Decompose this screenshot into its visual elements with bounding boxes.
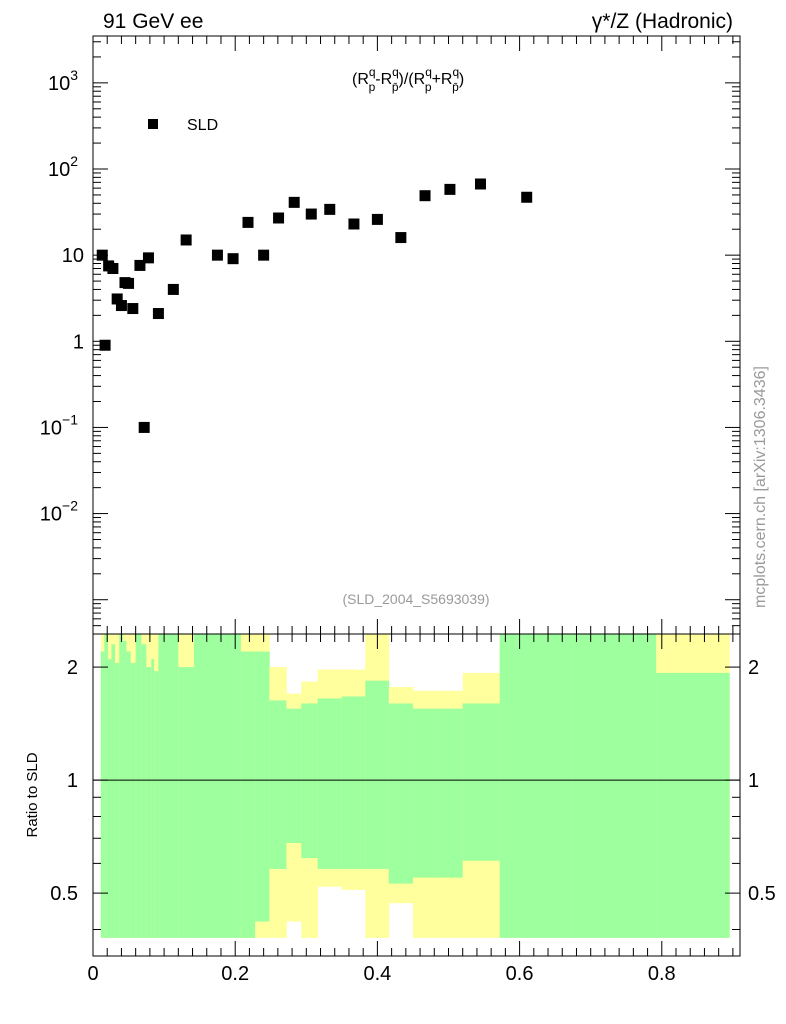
data-point — [273, 212, 285, 224]
data-point — [419, 190, 431, 202]
ratio-band-green-17 — [233, 634, 242, 938]
main-y-tick-label: 10−1 — [40, 411, 78, 439]
ratio-band-green-31 — [572, 634, 657, 938]
x-tick-label: 0.4 — [363, 963, 391, 985]
data-point — [127, 303, 139, 315]
ratio-band-green-19 — [255, 651, 270, 922]
x-axis: 0 0.2 0.4 0.6 0.8 — [87, 36, 734, 985]
x-tick-label: 0 — [87, 963, 98, 985]
data-point — [123, 277, 135, 289]
ratio-y-tick-label-right: 0.5 — [748, 883, 776, 905]
data-point — [474, 178, 486, 190]
data-point — [107, 262, 119, 274]
ratio-band-green-29 — [462, 703, 501, 861]
ratio-band-green-6 — [122, 640, 127, 938]
x-tick-label: 0.2 — [221, 963, 249, 985]
ratio-band-green-21 — [286, 708, 302, 843]
data-point — [395, 232, 407, 244]
ratio-y-label: Ratio to SLD — [24, 752, 41, 837]
ratio-band-green-15 — [178, 667, 195, 938]
analysis-id: (SLD_2004_S5693039) — [342, 591, 489, 607]
ratio-band-green-14 — [158, 634, 179, 938]
ratio-band-green-5 — [119, 634, 124, 938]
ratio-band-green-1 — [104, 634, 109, 938]
main-y-tick-label: 10−2 — [40, 498, 78, 526]
data-point — [99, 339, 111, 351]
data-point — [96, 249, 108, 261]
ratio-band-green-28 — [437, 708, 464, 878]
ratio-y-tick-label-left: 0.5 — [50, 883, 78, 905]
ratio-band-green-27 — [412, 708, 438, 878]
main-y-tick-label: 10 — [62, 245, 84, 267]
ratio-plot-frame — [92, 633, 741, 957]
ratio-band-green-25 — [365, 680, 390, 869]
x-tick-label: 0.6 — [506, 963, 534, 985]
ratio-bands — [100, 634, 730, 938]
data-point — [211, 249, 223, 261]
data-point — [227, 253, 239, 265]
ratio-band-green-18 — [240, 651, 256, 938]
ratio-band-green-23 — [317, 698, 343, 869]
ratio-band-green-10 — [141, 644, 147, 938]
ratio-band-green-30 — [499, 634, 574, 938]
ratio-y-tick-label-right: 2 — [748, 657, 759, 679]
data-point — [167, 283, 179, 295]
main-y-tick-label: 102 — [48, 153, 78, 181]
ratio-band-green-12 — [151, 659, 155, 938]
main-y-tick-label: 1 — [73, 331, 84, 353]
ratio-band-green-11 — [146, 667, 152, 938]
data-point — [152, 308, 164, 320]
ratio-y-tick-label-left: 1 — [67, 770, 78, 792]
data-points — [96, 178, 533, 433]
x-tick-label: 0.8 — [648, 963, 676, 985]
data-point — [324, 203, 336, 215]
data-point — [142, 252, 154, 264]
ratio-band-green-13 — [154, 671, 159, 938]
data-point — [242, 216, 254, 228]
data-point — [180, 234, 192, 246]
header-right: γ*/Z (Hadronic) — [592, 10, 733, 33]
legend-marker — [148, 119, 158, 129]
ratio-band-green-4 — [115, 663, 120, 938]
data-point — [134, 259, 146, 271]
data-point — [111, 293, 123, 305]
ratio-band-green-3 — [111, 644, 116, 938]
ratio-band-green-20 — [269, 700, 287, 869]
legend-label: SLD — [187, 117, 218, 134]
data-point — [115, 300, 127, 312]
header-left: 91 GeV ee — [103, 10, 203, 33]
side-label: mcplots.cern.ch [arXiv:1306.3436] — [752, 366, 769, 608]
data-point — [305, 208, 317, 220]
ratio-band-green-26 — [388, 703, 414, 884]
ratio-y-tick-label-right: 1 — [748, 770, 759, 792]
ratio-band-green-7 — [126, 651, 132, 938]
data-point — [258, 249, 270, 261]
ratio-band-green-8 — [130, 663, 137, 938]
data-point — [444, 183, 456, 195]
ratio-band-green-9 — [135, 634, 142, 938]
data-point — [521, 191, 533, 203]
ratio-band-green-2 — [107, 659, 112, 938]
ratio-band-green-22 — [301, 703, 319, 859]
data-point — [371, 213, 383, 225]
data-point — [288, 196, 300, 208]
chart-title: (Rq p-Rq p̄)/(Rq p+Rq p̄) — [352, 65, 464, 94]
main-y-tick-label: 103 — [48, 67, 78, 95]
ratio-band-green-0 — [100, 651, 105, 938]
ratio-y-tick-label-left: 2 — [67, 657, 78, 679]
ratio-band-green-24 — [341, 696, 366, 869]
ratio-band-green-16 — [193, 634, 234, 938]
ratio-y-axis: 0.5 0.5 1 1 2 2 — [50, 657, 776, 931]
data-point — [138, 421, 150, 433]
data-point — [348, 218, 360, 230]
ratio-band-green-32 — [656, 672, 730, 938]
